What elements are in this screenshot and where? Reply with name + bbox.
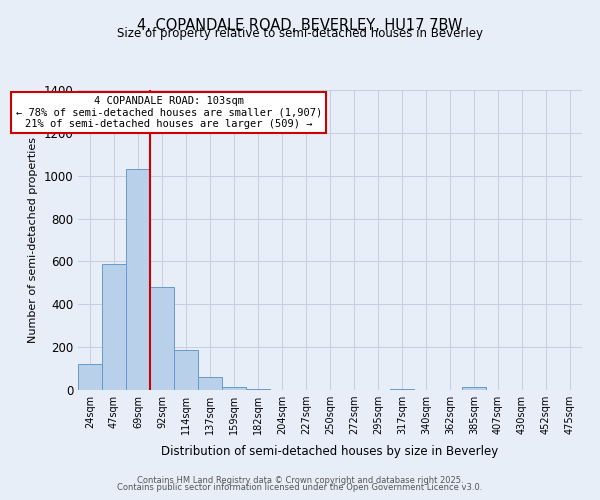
Bar — [102, 264, 126, 390]
Bar — [222, 387, 246, 390]
Text: Contains HM Land Registry data © Crown copyright and database right 2025.: Contains HM Land Registry data © Crown c… — [137, 476, 463, 485]
Bar — [390, 389, 414, 390]
Y-axis label: Number of semi-detached properties: Number of semi-detached properties — [28, 137, 38, 343]
Bar — [174, 350, 198, 390]
Bar — [462, 388, 486, 390]
Text: 4, COPANDALE ROAD, BEVERLEY, HU17 7BW: 4, COPANDALE ROAD, BEVERLEY, HU17 7BW — [137, 18, 463, 32]
Bar — [78, 364, 102, 390]
Bar — [246, 389, 270, 390]
Bar — [198, 377, 222, 390]
Text: 4 COPANDALE ROAD: 103sqm
← 78% of semi-detached houses are smaller (1,907)
21% o: 4 COPANDALE ROAD: 103sqm ← 78% of semi-d… — [16, 96, 322, 129]
Text: Contains public sector information licensed under the Open Government Licence v3: Contains public sector information licen… — [118, 484, 482, 492]
Text: Size of property relative to semi-detached houses in Beverley: Size of property relative to semi-detach… — [117, 28, 483, 40]
X-axis label: Distribution of semi-detached houses by size in Beverley: Distribution of semi-detached houses by … — [161, 446, 499, 458]
Bar — [126, 170, 150, 390]
Bar — [150, 287, 174, 390]
